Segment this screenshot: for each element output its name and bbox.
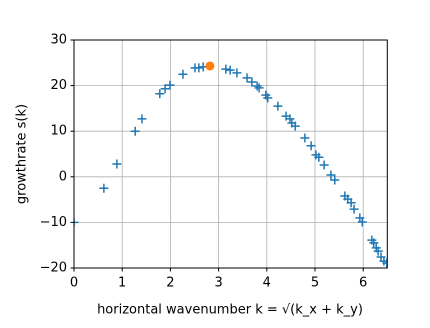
point [221,64,231,74]
point [247,77,257,87]
point [112,159,122,169]
point [369,238,379,248]
x-axis-label: horizontal wavenumber k = √(k_x + k_y) [97,303,363,318]
y-tick-label: 10 [50,124,67,139]
point [137,114,147,124]
point [155,89,165,99]
point [373,246,383,256]
plot-frame [73,39,388,269]
y-tick-label: 20 [50,78,67,93]
point [205,61,215,71]
point [252,81,262,91]
x-tick-label: 1 [118,276,126,291]
y-tick-label: 0 [59,169,67,184]
y-tick-label: −10 [40,215,67,230]
point [346,198,356,208]
x-tick-label: 0 [70,276,78,291]
point [273,101,283,111]
point [314,152,324,162]
y-tick-label: −20 [40,261,67,276]
point [330,175,340,185]
point [178,69,188,79]
point [263,93,273,103]
point [306,141,316,151]
point [326,170,336,180]
point [74,217,79,227]
x-tick-label: 2 [166,276,174,291]
point [99,183,109,193]
point [290,121,300,131]
point [165,80,175,90]
point [319,160,329,170]
point [254,83,264,93]
point [357,217,367,227]
point [232,68,242,78]
x-tick-label: 3 [214,276,222,291]
y-tick-label: 30 [50,33,67,48]
point [300,133,310,143]
x-tick-label: 6 [359,276,367,291]
point [130,126,140,136]
x-tick-label: 5 [311,276,319,291]
point [242,73,252,83]
y-axis-label: growthrate s(k) [15,104,30,204]
x-tick-label: 4 [263,276,271,291]
point [194,63,204,73]
point [349,204,359,214]
point [160,84,170,94]
point [285,114,295,124]
point [225,65,235,75]
